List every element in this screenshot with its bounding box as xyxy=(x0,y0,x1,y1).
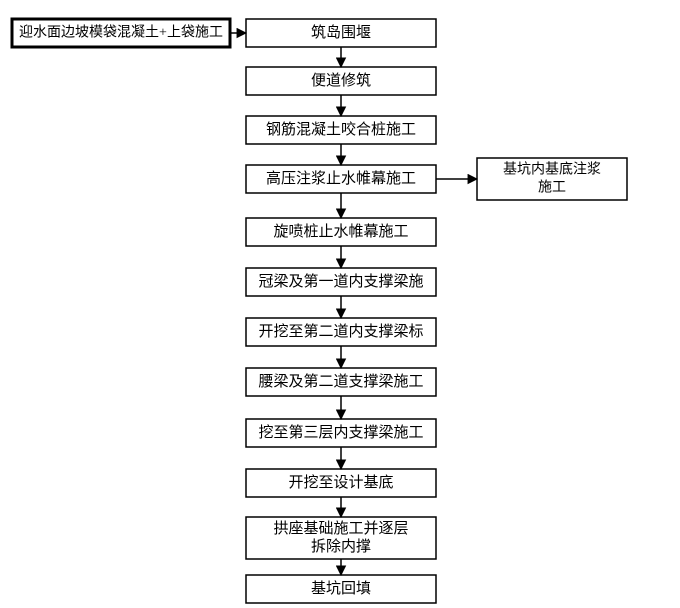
main-label-8: 挖至第三层内支撑梁施工 xyxy=(258,423,423,441)
tall-label-line-1: 拆除内撑 xyxy=(311,538,371,555)
tall-label-line-0: 拱座基础施工并逐层 xyxy=(273,520,408,537)
main-label-4: 旋喷桩止水帷幕施工 xyxy=(273,223,408,240)
main-label-9: 开挖至设计基底 xyxy=(288,474,393,491)
main-label-7: 腰梁及第二道支撑梁施工 xyxy=(258,372,423,390)
main-label-0: 筑岛围堰 xyxy=(311,24,371,41)
main-label-3: 高压注浆止水帷幕施工 xyxy=(266,169,416,187)
main-label-6: 开挖至第二道内支撑梁标 xyxy=(258,322,423,340)
right-side-label-line-1: 施工 xyxy=(538,180,566,196)
main-label-5: 冠梁及第一道内支撑梁施 xyxy=(258,272,423,290)
right-side-label-line-0: 基坑内基底注浆 xyxy=(503,161,601,178)
main-label-1: 便道修筑 xyxy=(311,72,371,89)
left-side-label: 迎水面边坡模袋混凝土+上袋施工 xyxy=(19,25,223,41)
main-label-2: 钢筋混凝土咬合桩施工 xyxy=(266,120,416,138)
final-label: 基坑回填 xyxy=(311,580,371,597)
